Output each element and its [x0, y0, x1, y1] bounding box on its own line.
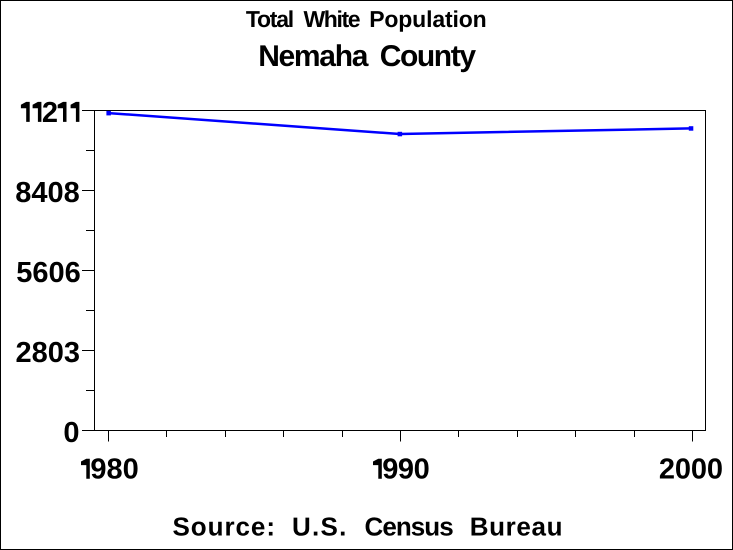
svg-text:2000: 2000	[659, 454, 723, 486]
svg-text:Bureau: Bureau	[470, 512, 563, 542]
svg-text:980: 980	[90, 454, 138, 486]
svg-text:5606: 5606	[16, 257, 81, 289]
svg-text:White: White	[304, 6, 360, 32]
svg-text:Census: Census	[365, 512, 454, 542]
svg-text:Total: Total	[246, 6, 293, 32]
svg-text:U.S.: U.S.	[292, 512, 348, 542]
svg-text:990: 990	[382, 454, 429, 486]
svg-text:Source:: Source:	[173, 512, 276, 542]
svg-text:Population: Population	[369, 6, 486, 32]
svg-text:County: County	[380, 40, 477, 73]
svg-text:0: 0	[63, 417, 79, 449]
svg-text:2803: 2803	[15, 337, 80, 369]
svg-text:2: 2	[42, 97, 58, 129]
svg-text:8408: 8408	[15, 177, 80, 209]
svg-text:Nemaha: Nemaha	[258, 40, 369, 73]
